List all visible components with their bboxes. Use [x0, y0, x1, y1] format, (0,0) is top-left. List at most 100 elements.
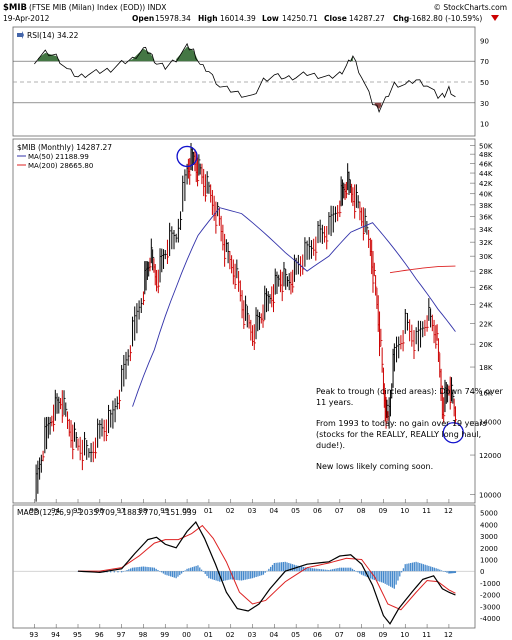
macd-histogram-bar — [226, 571, 228, 581]
macd-histogram-bar — [419, 562, 421, 572]
macd-histogram-bar — [180, 571, 183, 574]
macd-histogram-bar — [286, 562, 288, 572]
macd-x-tick-label: 95 — [73, 631, 82, 639]
macd-histogram-bar — [248, 571, 250, 579]
symbol: $MIB — [3, 3, 27, 13]
macd-x-tick-label: 94 — [51, 631, 60, 639]
price-x-tick-label: 03 — [248, 507, 257, 515]
macd-tick-label: 1000 — [480, 556, 498, 564]
rsi-line — [34, 42, 456, 113]
macd-tick-label: -4000 — [480, 615, 500, 623]
price-x-tick-label: 02 — [226, 507, 235, 515]
macd-histogram-bar — [388, 571, 390, 586]
macd-histogram-bar — [124, 570, 126, 572]
macd-histogram-bar — [317, 568, 319, 572]
macd-histogram-bar — [270, 566, 272, 572]
macd-histogram-bar — [246, 571, 248, 580]
macd-histogram-bar — [171, 571, 174, 578]
chg-value: -1682.80 (-10.59%) — [409, 14, 482, 23]
macd-tick-label: -3000 — [480, 603, 500, 611]
macd-histogram-bar — [273, 562, 275, 572]
peak-circle — [176, 145, 198, 168]
macd-histogram-bar — [311, 568, 314, 572]
macd-histogram-bar — [210, 571, 212, 579]
macd-histogram-bar — [400, 571, 403, 573]
macd-histogram-bar — [184, 570, 186, 572]
macd-x-tick-label: 10 — [400, 631, 409, 639]
macd-histogram-bar — [110, 571, 112, 573]
macd-label: MACD(12,26,9) -2035.709, -1883.770, -151… — [17, 508, 197, 517]
rsi-label: RSI(14) 34.22 — [27, 31, 79, 40]
ma50-legend: MA(50) 21188.99 — [28, 153, 89, 161]
price-tick-label: 46K — [479, 160, 493, 168]
annotation-line-6: New lows likely coming soon. — [316, 462, 433, 471]
macd-histogram-bar — [410, 562, 412, 572]
high-value: 16014.39 — [220, 14, 256, 23]
macd-histogram-bar — [135, 567, 137, 572]
macd-histogram-bar — [280, 562, 283, 572]
macd-x-tick-label: 98 — [138, 631, 147, 639]
macd-histogram-bar — [222, 571, 225, 581]
macd-histogram-bar — [253, 571, 255, 578]
macd-histogram-bar — [255, 571, 257, 578]
macd-histogram-bar — [179, 571, 181, 576]
price-tick-label: 36K — [479, 214, 493, 222]
macd-histogram-bar — [306, 567, 308, 572]
price-x-tick-label: 94 — [51, 507, 60, 515]
macd-histogram-bar — [151, 567, 154, 572]
macd-histogram-bar — [339, 567, 341, 572]
macd-histogram-bar — [382, 571, 385, 583]
annotation-line-3: From 1993 to today: no gain over 19 year… — [316, 419, 487, 428]
macd-histogram-bar — [313, 568, 315, 572]
high-label: High — [198, 14, 218, 23]
macd-histogram-bar — [320, 569, 323, 572]
macd-histogram-bar — [133, 567, 135, 572]
open-label: Open — [132, 14, 154, 23]
macd-histogram-bar — [220, 571, 223, 582]
macd-histogram-bar — [157, 570, 159, 572]
annotation-line-5: dude!). — [316, 441, 345, 450]
macd-histogram-bar — [266, 570, 268, 572]
macd-histogram-bar — [197, 565, 199, 572]
annotation-line-4: (stocks for the REALLY, REALLY long haul… — [316, 430, 481, 439]
macd-histogram-bar — [177, 571, 179, 577]
macd-histogram-bar — [155, 568, 157, 572]
price-tick-label: 38K — [479, 202, 493, 210]
macd-histogram-bar — [324, 569, 326, 572]
macd-chart: 500040003000200010000-1000-2000-3000-400… — [13, 510, 500, 625]
macd-tick-label: 5000 — [480, 510, 498, 518]
macd-histogram-bar — [260, 571, 263, 576]
annotation-line-1: Peak to trough (circled areas): Down 74%… — [316, 387, 503, 396]
macd-histogram-bar — [448, 571, 450, 574]
macd-histogram-bar — [380, 571, 383, 583]
macd-histogram-bar — [150, 567, 152, 572]
macd-x-tick-label: 99 — [160, 631, 169, 639]
annotation-line-2: 11 years. — [316, 398, 353, 407]
macd-histogram-bar — [148, 567, 150, 572]
trough-circle — [442, 422, 464, 444]
price-tick-label: 22K — [479, 320, 493, 328]
macd-histogram-bar — [333, 568, 335, 572]
price-tick-label: 16K — [479, 390, 493, 398]
macd-histogram-bar — [268, 568, 270, 572]
macd-histogram-bar — [335, 568, 337, 572]
macd-histogram-bar — [402, 568, 405, 572]
macd-histogram-bar — [454, 571, 457, 573]
macd-histogram-bar — [413, 562, 415, 572]
macd-histogram-bar — [117, 571, 119, 573]
macd-histogram-bar — [224, 571, 226, 581]
macd-histogram-bar — [353, 570, 355, 572]
macd-tick-label: -1000 — [480, 580, 500, 588]
macd-histogram-bar — [330, 569, 332, 572]
macd-x-tick-label: 04 — [269, 631, 278, 639]
macd-tick-label: -2000 — [480, 592, 500, 600]
macd-histogram-bar — [259, 571, 261, 576]
macd-histogram-bar — [377, 571, 379, 582]
macd-histogram-bar — [250, 571, 252, 579]
macd-x-tick-label: 93 — [29, 631, 38, 639]
macd-histogram-bar — [160, 571, 163, 573]
macd-histogram-bar — [355, 571, 357, 572]
macd-panel — [12, 504, 476, 629]
macd-histogram-bar — [199, 567, 201, 572]
macd-histogram-bar — [375, 571, 377, 581]
